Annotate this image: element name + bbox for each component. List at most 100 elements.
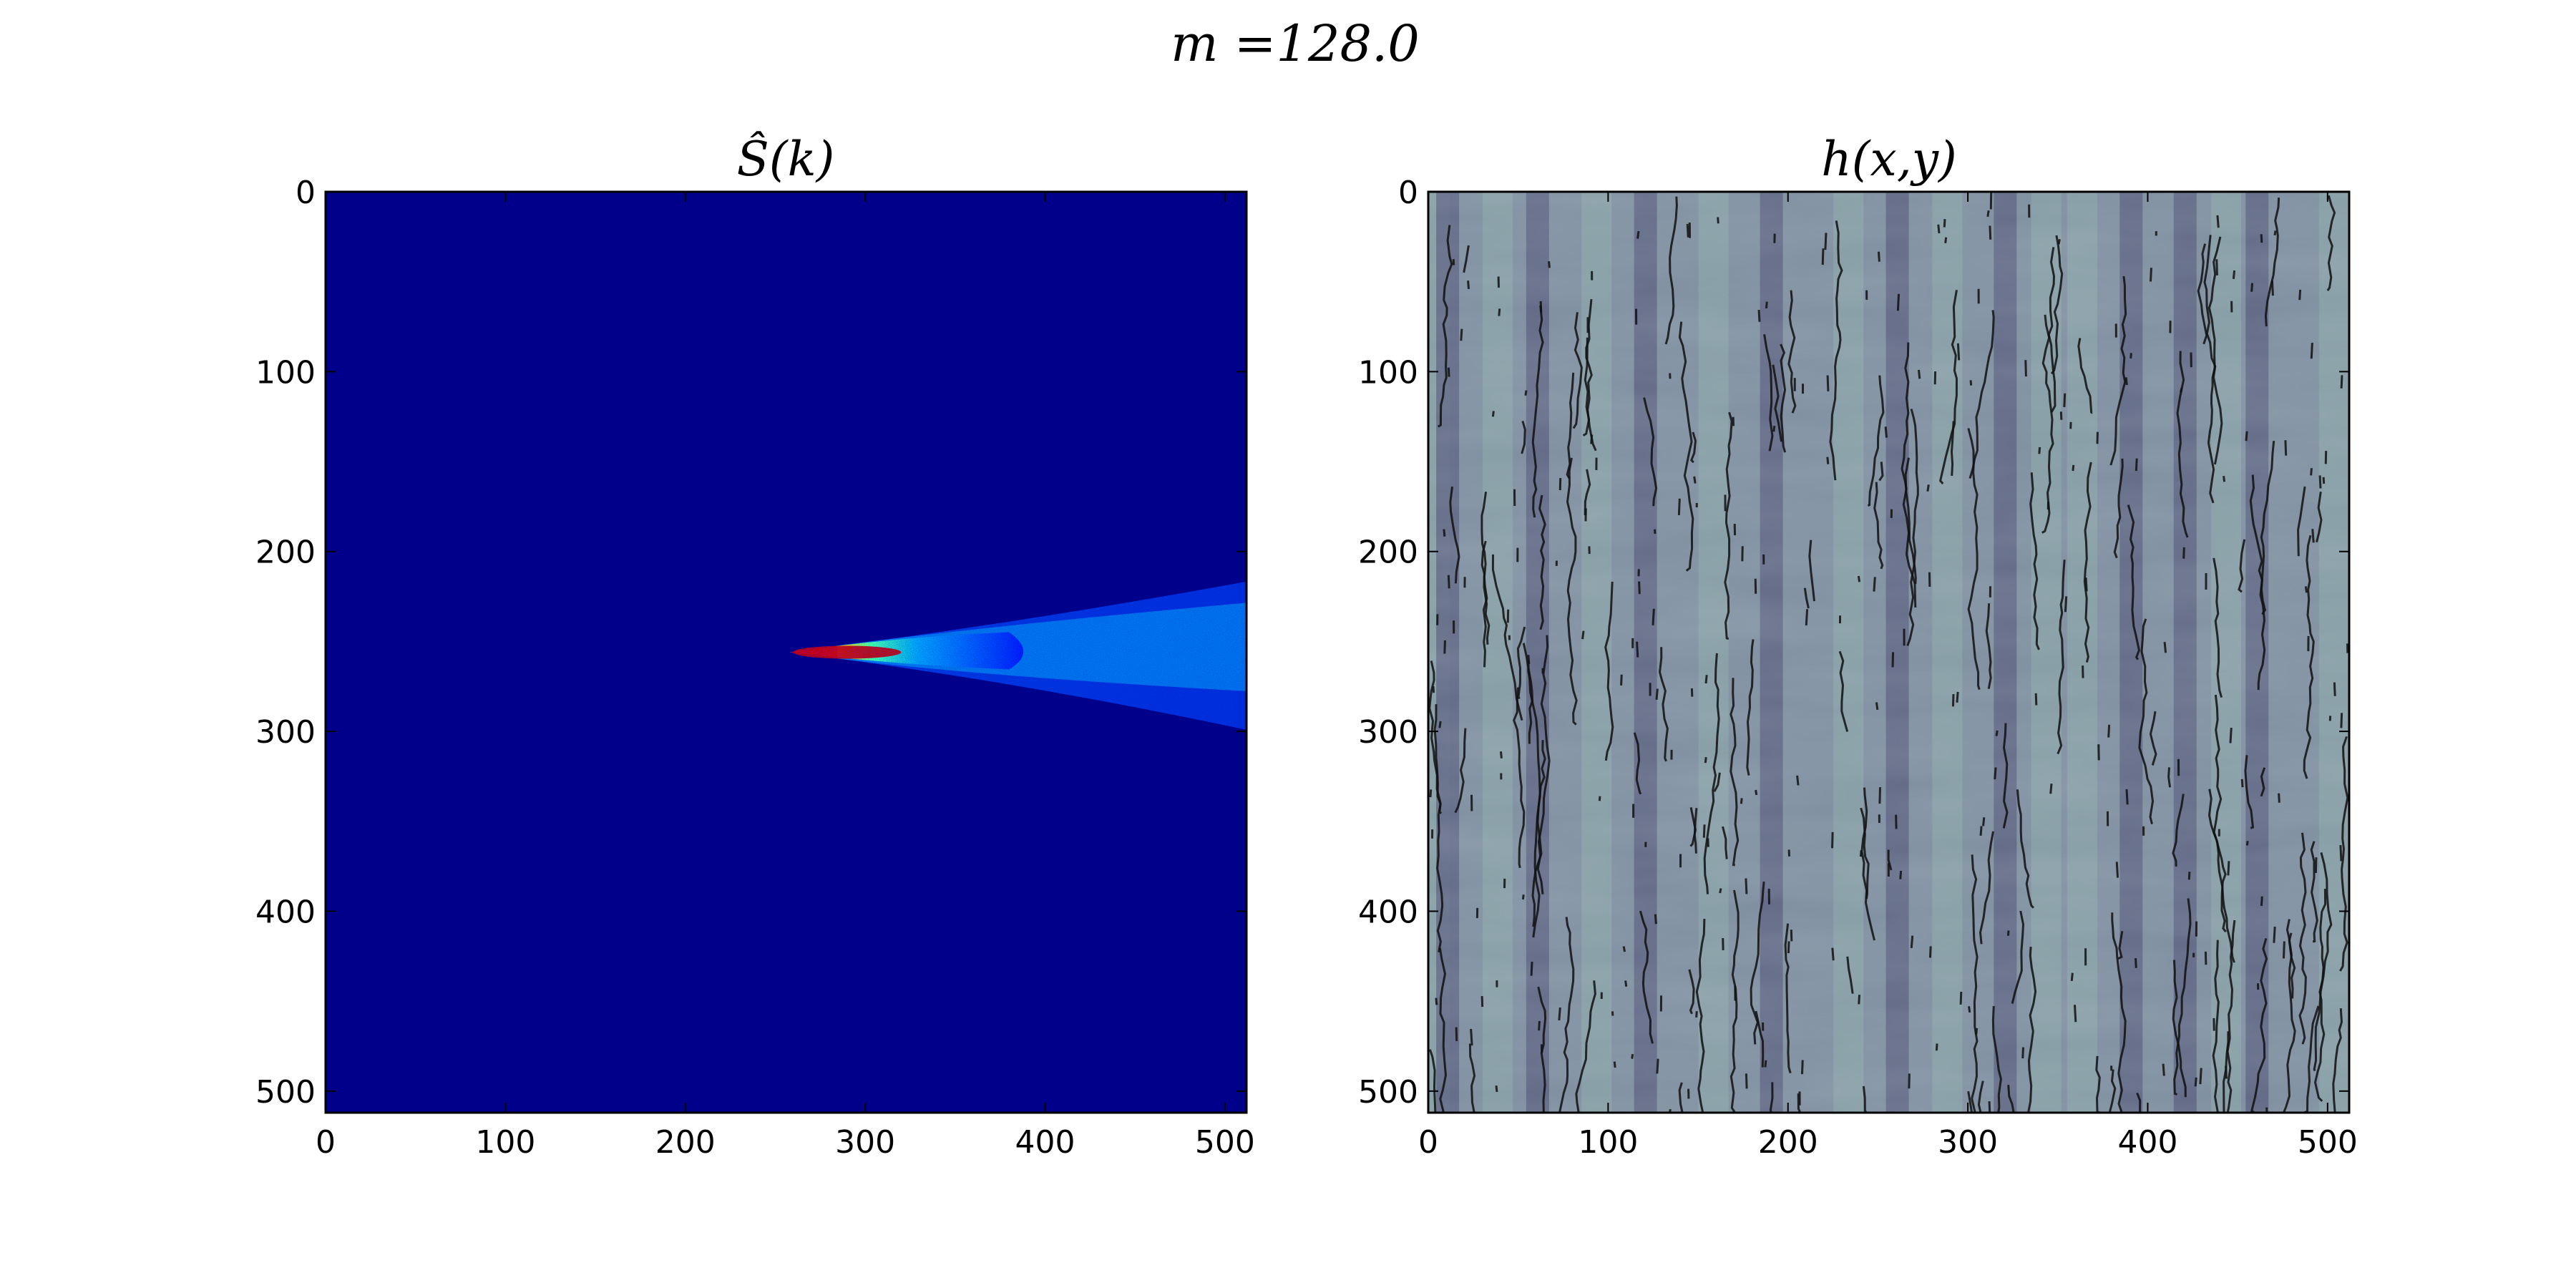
contour-dash <box>1968 1006 1971 1013</box>
contour-dash <box>1884 426 1888 438</box>
contour-line <box>1516 626 1526 699</box>
left-xtick-label: 300 <box>835 1124 895 1161</box>
contour-dash <box>2240 779 2244 788</box>
contour-dash <box>1447 575 1450 589</box>
left-axes-frame <box>324 190 1248 1114</box>
contour-line <box>1797 1093 1802 1113</box>
right-xtick-label: 100 <box>1578 1124 1638 1161</box>
contour-dash <box>1935 1043 1938 1051</box>
contour-line <box>2260 440 2275 615</box>
contour-dash <box>1918 369 1921 379</box>
contour-line <box>1633 732 1642 795</box>
contour-dash <box>2006 930 2010 936</box>
contour-dash <box>1613 1061 1616 1068</box>
contour-dash <box>1707 838 1709 847</box>
contour-dash <box>1631 1053 1634 1059</box>
contour-dash <box>2245 431 2248 441</box>
contour-dash <box>1527 655 1531 665</box>
contour-line <box>2057 560 2066 755</box>
contour-line <box>1722 826 1728 859</box>
right-xtick-label: 400 <box>2117 1124 2177 1161</box>
contour-line <box>1438 947 1448 1113</box>
contour-dash <box>1636 230 1640 239</box>
contour-line <box>1604 581 1614 761</box>
right-xtick-label: 500 <box>2298 1124 2358 1161</box>
contour-line <box>1724 411 1733 640</box>
contour-dash <box>1787 941 1790 954</box>
wedge-peak <box>793 645 902 659</box>
contour-line <box>1803 587 1810 609</box>
contour-dash <box>1704 675 1708 684</box>
contour-line <box>2113 458 2124 559</box>
contour-line <box>2303 535 2315 779</box>
contour-line <box>2207 789 2227 933</box>
contour-dash <box>2310 468 2313 476</box>
contour-line <box>1428 660 1443 814</box>
contour-dash <box>1704 757 1707 763</box>
contour-line <box>2047 247 2057 413</box>
contour-line <box>2149 711 2157 766</box>
contour-dash <box>1638 581 1641 595</box>
contour-line <box>1688 969 1695 1015</box>
contour-dash <box>2073 1005 2077 1023</box>
contour-dash <box>1447 367 1450 377</box>
contour-line <box>1772 364 1783 442</box>
contour-dash <box>2180 387 2183 393</box>
contour-line <box>2212 557 2223 698</box>
contour-dash <box>1989 225 1992 240</box>
contour-line <box>2050 235 2064 375</box>
contour-dash <box>1538 1020 1541 1031</box>
contour-line <box>1829 220 1843 481</box>
contour-dash <box>2227 861 2230 876</box>
contour-line <box>1664 196 1678 345</box>
contour-line <box>1867 375 1885 507</box>
contour-line <box>1454 728 1467 814</box>
contour-line <box>1558 917 1575 1113</box>
contour-dash <box>1928 946 1932 958</box>
contour-dash <box>2284 440 2288 456</box>
contour-line <box>1639 910 1654 1044</box>
contour-dash <box>2135 458 2138 472</box>
contour-line <box>2197 243 2208 345</box>
contour-dash <box>2260 234 2263 243</box>
contour-line <box>2176 351 2189 538</box>
contour-line <box>1513 687 1526 869</box>
contour-line <box>1873 482 1884 570</box>
contour-dash <box>1652 608 1655 625</box>
contour-line <box>1968 310 1995 479</box>
contour-line <box>2226 919 2236 1113</box>
contour-line <box>1878 462 1884 482</box>
contour-dash <box>1581 630 1585 640</box>
contour-dash <box>2129 353 2132 359</box>
contour-line <box>2244 755 2255 829</box>
spectrum-wedge <box>789 581 1246 730</box>
left-ytick-label: 100 <box>255 354 316 391</box>
contour-line <box>1985 603 1992 689</box>
contour-dash <box>1470 1028 1473 1046</box>
left-xtick-label: 200 <box>655 1124 716 1161</box>
contour-line <box>2339 736 2349 972</box>
contour-dash <box>1693 476 1697 484</box>
contour-dash <box>1654 914 1657 924</box>
contour-line <box>1433 704 1444 952</box>
contour-line <box>2297 486 2306 557</box>
right-xtick-label: 300 <box>1938 1124 1998 1161</box>
contour-line <box>1846 956 1854 994</box>
contour-dash <box>2215 259 2218 275</box>
contour-line <box>1787 290 1797 414</box>
right-ytick-label: 400 <box>1358 894 1418 930</box>
contour-dash <box>1796 775 1800 786</box>
contour-line <box>1491 554 1523 721</box>
right-ytick-label: 300 <box>1358 714 1418 751</box>
contour-dash <box>1598 796 1601 801</box>
contour-line <box>1780 343 1787 453</box>
contour-dash <box>1719 888 1722 894</box>
contour-line <box>1449 486 1460 584</box>
right-panel-title: h(x,y) <box>1821 132 1957 187</box>
contour-line <box>1887 849 1893 871</box>
contour-line <box>1695 919 1706 1113</box>
contour-dash <box>2270 280 2274 296</box>
contour-line <box>1906 409 1919 646</box>
contour-dash <box>1620 674 1623 686</box>
